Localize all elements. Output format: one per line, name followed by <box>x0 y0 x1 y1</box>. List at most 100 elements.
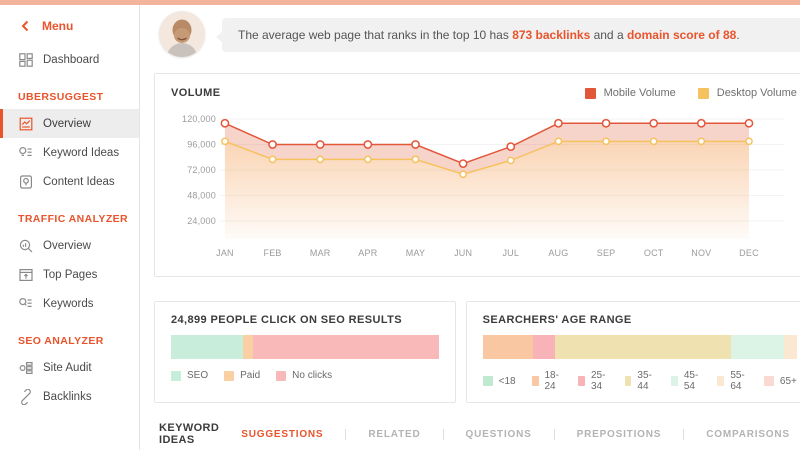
desktop-data-point[interactable] <box>363 155 372 164</box>
legend-swatch <box>578 376 585 386</box>
seo-clicks-card: 24,899 PEOPLE CLICK ON SEO RESULTS SEO Pa… <box>154 301 456 403</box>
bar-segment-35-44 <box>554 335 731 359</box>
tab-related[interactable]: RELATED <box>345 428 442 440</box>
sidebar-item-label: Content Ideas <box>43 175 115 188</box>
sidebar-item-site-audit[interactable]: Site Audit <box>0 353 139 382</box>
mobile-data-point[interactable] <box>458 159 468 168</box>
sidebar-item-label: Keywords <box>43 297 94 310</box>
legend-item: SEO <box>171 370 208 381</box>
mobile-volume-line <box>224 122 749 165</box>
desktop-data-point[interactable] <box>649 137 658 146</box>
volume-card: VOLUME Mobile Volume Desktop Volume 120,0… <box>154 73 800 277</box>
desktop-data-point[interactable] <box>268 155 277 164</box>
volume-chart[interactable]: 120,000 96,000 72,000 48,000 24,000 JAN FEB MAR… <box>171 105 797 263</box>
desktop-data-point[interactable] <box>506 156 515 165</box>
mobile-volume-area <box>224 123 749 175</box>
bar-segment-25-34 <box>532 335 555 359</box>
y-axis-tick-label: 48,000 <box>187 191 216 201</box>
tab-prepositions[interactable]: PREPOSITIONS <box>553 428 684 440</box>
seo-clicks-bar <box>171 335 439 359</box>
sidebar-item-traffic-overview[interactable]: Overview <box>0 231 139 260</box>
legend-label: Desktop Volume <box>716 87 797 99</box>
mobile-data-point[interactable] <box>696 118 706 128</box>
mobile-data-point[interactable] <box>220 118 230 128</box>
legend-swatch <box>670 376 678 386</box>
legend-label: SEO <box>187 370 209 381</box>
sidebar-item-backlinks[interactable]: Backlinks <box>0 382 139 411</box>
keyword-ideas-title: KEYWORD IDEAS <box>159 422 220 446</box>
seo-clicks-title: 24,899 PEOPLE CLICK ON SEO RESULTS <box>171 314 403 326</box>
x-axis-tick-label: OCT <box>644 248 664 258</box>
bar-segment-Paid <box>243 335 253 359</box>
main-content: The average web page that ranks in the t… <box>140 5 800 450</box>
legend-item: 55-64 <box>717 370 747 392</box>
legend-label: No clicks <box>292 370 333 381</box>
legend-swatch <box>697 87 709 99</box>
tab-questions[interactable]: QUESTIONS <box>442 428 554 440</box>
mobile-data-point[interactable] <box>315 140 325 149</box>
age-range-bar <box>482 335 797 359</box>
desktop-data-point[interactable] <box>745 137 753 146</box>
legend-swatch <box>584 87 596 99</box>
y-axis-tick-label: 24,000 <box>187 216 216 226</box>
sidebar-item-top-pages[interactable]: Top Pages <box>0 260 139 289</box>
x-axis-tick-label: JUL <box>502 248 519 258</box>
age-range-legend: <18 18-24 25-34 35-44 45-54 55-64 65+ <box>482 370 797 392</box>
content-ideas-icon <box>19 174 33 189</box>
y-axis-tick-label: 120,000 <box>182 114 216 124</box>
mobile-data-point[interactable] <box>411 140 420 149</box>
mobile-data-point[interactable] <box>649 118 659 128</box>
mobile-data-point[interactable] <box>554 118 563 128</box>
x-axis-tick-label: FEB <box>264 248 282 258</box>
desktop-data-point[interactable] <box>459 170 467 179</box>
desktop-data-point[interactable] <box>316 155 325 164</box>
mobile-data-point[interactable] <box>363 140 373 149</box>
volume-legend: Mobile Volume Desktop Volume <box>584 87 797 99</box>
legend-item: 25-34 <box>578 370 608 392</box>
x-axis-tick-label: NOV <box>691 248 711 258</box>
legend-label: 35-44 <box>637 370 652 392</box>
legend-swatch <box>482 376 493 386</box>
desktop-volume-line <box>224 140 749 176</box>
desktop-data-point[interactable] <box>697 137 706 146</box>
sidebar: Menu Dashboard UBERSUGGEST Overview <box>0 5 140 450</box>
bar-segment-18-24 <box>482 335 533 359</box>
desktop-data-point[interactable] <box>602 137 610 146</box>
legend-item: Paid <box>224 370 260 381</box>
tip-highlight-domain-score: domain score of 88 <box>626 28 737 42</box>
tip-banner: The average web page that ranks in the t… <box>154 5 800 57</box>
keyword-ideas-section: KEYWORD IDEAS SUGGESTIONS RELATED QUESTI… <box>154 418 800 450</box>
x-axis-tick-label: DEC <box>739 248 759 258</box>
x-axis-tick-label: MAY <box>406 248 425 258</box>
age-range-title: SEARCHERS' AGE RANGE <box>482 314 632 326</box>
site-audit-icon <box>19 361 33 374</box>
sidebar-item-keywords[interactable]: Keywords <box>0 289 139 318</box>
sidebar-item-dashboard[interactable]: Dashboard <box>0 45 139 74</box>
sidebar-item-label: Keyword Ideas <box>43 146 120 159</box>
desktop-data-point[interactable] <box>221 137 229 146</box>
sidebar-item-keyword-ideas[interactable]: Keyword Ideas <box>0 138 139 167</box>
legend-item: 35-44 <box>624 370 655 392</box>
tab-suggestions[interactable]: SUGGESTIONS <box>241 428 324 440</box>
menu-collapse-button[interactable]: Menu <box>0 13 139 45</box>
sidebar-item-overview[interactable]: Overview <box>0 109 139 138</box>
volume-card-title: VOLUME <box>171 87 221 99</box>
mobile-data-point[interactable] <box>601 118 611 128</box>
top-accent-strip <box>0 0 800 5</box>
menu-label: Menu <box>42 19 74 33</box>
tab-comparisons[interactable]: COMPARISONS <box>683 428 800 440</box>
bar-segment-SEO <box>171 335 244 359</box>
mobile-data-point[interactable] <box>268 140 277 149</box>
desktop-volume-area <box>224 141 749 239</box>
sidebar-item-label: Dashboard <box>43 53 100 66</box>
x-axis-tick-label: APR <box>358 248 377 258</box>
mobile-data-point[interactable] <box>506 142 516 151</box>
desktop-data-point[interactable] <box>411 155 420 164</box>
desktop-data-point[interactable] <box>554 137 563 146</box>
mobile-data-point[interactable] <box>744 118 754 128</box>
tip-text: and a <box>590 28 627 42</box>
legend-swatch <box>717 376 725 386</box>
legend-label: 25-34 <box>590 370 606 392</box>
sidebar-item-content-ideas[interactable]: Content Ideas <box>0 167 139 196</box>
x-axis-tick-label: JUN <box>454 248 472 258</box>
